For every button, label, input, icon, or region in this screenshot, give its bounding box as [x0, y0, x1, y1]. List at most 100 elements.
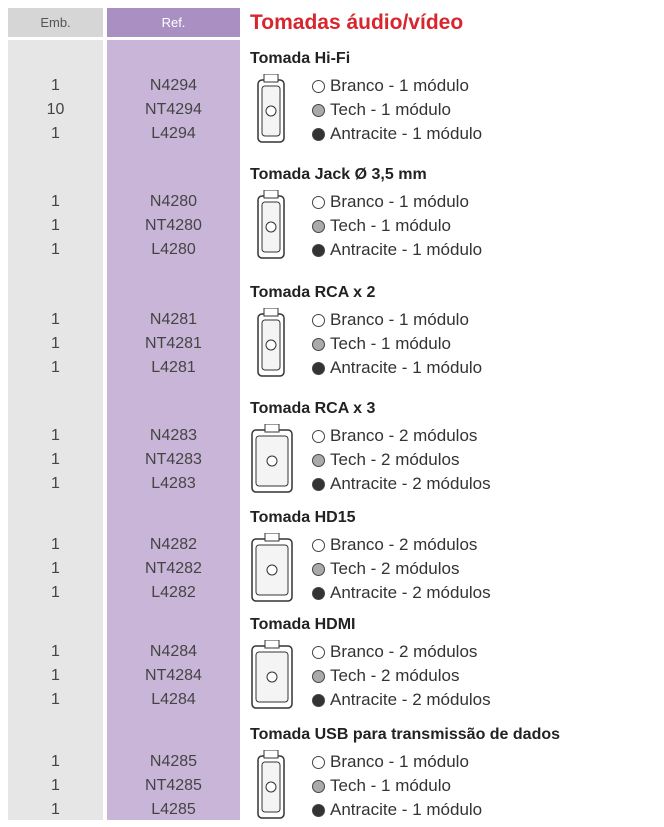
finish-description: Antracite - 1 módulo: [312, 240, 482, 260]
section-title: Tomada Jack Ø 3,5 mm: [250, 166, 427, 183]
product-icon: [250, 532, 296, 605]
description-text: Tech - 1 módulo: [330, 776, 451, 795]
ref-code: L4284: [107, 690, 240, 710]
description-text: Antracite - 1 módulo: [330, 240, 483, 259]
icon-drawing: [257, 189, 285, 259]
description-text: Antracite - 2 módulos: [330, 583, 491, 602]
description-text: Tech - 2 módulos: [330, 666, 460, 685]
finish-description: Tech - 1 módulo: [312, 776, 451, 796]
emb-value: 1: [8, 642, 103, 662]
ref-code: N4281: [107, 310, 240, 330]
emb-value: 1: [8, 800, 103, 820]
finish-description: Tech - 2 módulos: [312, 450, 459, 470]
description-text: Antracite - 2 módulos: [330, 690, 491, 709]
finish-dot: [312, 429, 325, 443]
description-text: Antracite - 1 módulo: [330, 800, 483, 819]
finish-description: Antracite - 1 módulo: [312, 358, 482, 378]
ref-code: L4285: [107, 800, 240, 820]
finish-dot: [312, 243, 325, 257]
ref-code: NT4294: [107, 100, 240, 120]
product-icon: [256, 307, 288, 380]
description-text: Branco - 1 módulo: [330, 310, 469, 329]
description-text: Branco - 1 módulo: [330, 192, 469, 211]
section-title: Tomada HDMI: [250, 616, 356, 633]
emb-value: 1: [8, 666, 103, 686]
description-text: Branco - 2 módulos: [330, 535, 478, 554]
finish-dot: [312, 779, 325, 793]
page-title: Tomadas áudio/vídeo: [250, 11, 464, 34]
ref-code: L4280: [107, 240, 240, 260]
section-title: Tomada USB para transmissão de dados: [250, 726, 561, 743]
finish-description: Tech - 1 módulo: [312, 216, 451, 236]
ref-code: NT4284: [107, 666, 240, 686]
ref-header: Ref.: [107, 8, 240, 37]
emb-value: 1: [8, 124, 103, 144]
emb-value: 1: [8, 559, 103, 579]
description-text: Branco - 2 módulos: [330, 426, 478, 445]
finish-dot: [312, 127, 325, 141]
icon-drawing: [257, 307, 285, 377]
ref-code: L4281: [107, 358, 240, 378]
emb-value: 1: [8, 752, 103, 772]
emb-value: 1: [8, 583, 103, 603]
ref-code: N4282: [107, 535, 240, 555]
section-title: Tomada RCA x 2: [250, 284, 376, 301]
finish-dot: [312, 79, 325, 93]
section-title: Tomada HD15: [250, 509, 356, 526]
ref-code: L4294: [107, 124, 240, 144]
finish-dot: [312, 803, 325, 817]
finish-description: Antracite - 1 módulo: [312, 124, 482, 144]
product-icon: [250, 639, 296, 712]
emb-value: 1: [8, 474, 103, 494]
emb-value: 1: [8, 76, 103, 96]
description-text: Tech - 1 módulo: [330, 334, 451, 353]
description-text: Branco - 2 módulos: [330, 642, 478, 661]
ref-code: N4280: [107, 192, 240, 212]
emb-value: 1: [8, 310, 103, 330]
emb-value: 1: [8, 535, 103, 555]
finish-description: Branco - 2 módulos: [312, 642, 477, 662]
finish-dot: [312, 361, 325, 375]
description-text: Tech - 1 módulo: [330, 100, 451, 119]
emb-value: 1: [8, 192, 103, 212]
ref-code: NT4281: [107, 334, 240, 354]
finish-dot: [312, 669, 325, 683]
finish-description: Branco - 2 módulos: [312, 535, 477, 555]
icon-drawing: [251, 532, 293, 602]
finish-dot: [312, 477, 325, 491]
finish-description: Branco - 1 módulo: [312, 752, 469, 772]
finish-dot: [312, 755, 325, 769]
finish-dot: [312, 195, 325, 209]
icon-drawing: [251, 639, 293, 709]
description-text: Antracite - 1 módulo: [330, 124, 483, 143]
finish-dot: [312, 586, 325, 600]
description-text: Branco - 1 módulo: [330, 752, 469, 771]
icon-drawing: [251, 423, 293, 493]
description-text: Tech - 2 módulos: [330, 450, 460, 469]
finish-description: Antracite - 2 módulos: [312, 474, 491, 494]
emb-value: 1: [8, 216, 103, 236]
finish-description: Tech - 2 módulos: [312, 666, 459, 686]
ref-code: L4282: [107, 583, 240, 603]
description-text: Tech - 1 módulo: [330, 216, 451, 235]
emb-value: 1: [8, 240, 103, 260]
ref-code: N4284: [107, 642, 240, 662]
emb-value: 10: [8, 100, 103, 120]
finish-description: Branco - 1 módulo: [312, 76, 469, 96]
finish-dot: [312, 219, 325, 233]
description-text: Antracite - 1 módulo: [330, 358, 483, 377]
ref-code: N4283: [107, 426, 240, 446]
section-title: Tomada Hi-Fi: [250, 50, 351, 67]
ref-code: NT4282: [107, 559, 240, 579]
icon-drawing: [257, 73, 285, 143]
finish-dot: [312, 693, 325, 707]
finish-description: Tech - 1 módulo: [312, 334, 451, 354]
product-icon: [256, 73, 288, 146]
ref-code: NT4285: [107, 776, 240, 796]
finish-dot: [312, 103, 325, 117]
ref-code: L4283: [107, 474, 240, 494]
ref-code: NT4280: [107, 216, 240, 236]
icon-drawing: [257, 749, 285, 819]
emb-value: 1: [8, 334, 103, 354]
